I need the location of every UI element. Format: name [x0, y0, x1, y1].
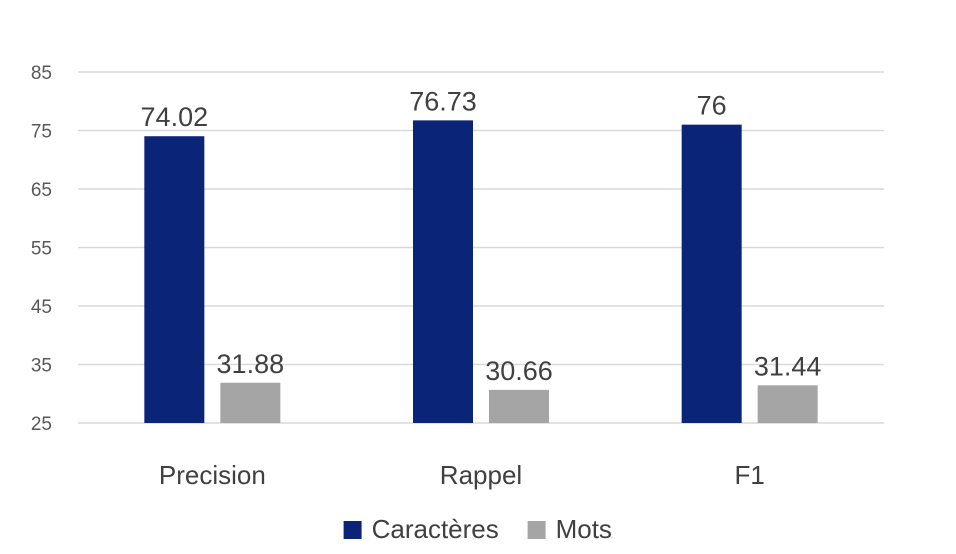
y-tick-label: 65	[31, 180, 52, 201]
bars	[144, 120, 818, 424]
y-tick-label: 85	[31, 63, 52, 84]
legend: Caractères Mots	[343, 514, 612, 544]
data-label: 76.73	[409, 86, 477, 116]
bar-mots-rappel	[489, 389, 549, 423]
x-category-label: F1	[734, 460, 764, 490]
bar-caract-res-rappel	[413, 120, 473, 423]
y-tick-label: 25	[31, 414, 52, 435]
y-tick-label: 35	[31, 356, 52, 377]
x-category-label: Precision	[159, 460, 266, 490]
bar-caract-res-f1	[681, 124, 742, 424]
bar-mots-precision	[220, 382, 281, 423]
data-label: 74.02	[141, 102, 209, 132]
data-label: 31.88	[217, 349, 285, 379]
data-label: 76	[697, 91, 727, 121]
bar-caract-res-precision	[144, 136, 205, 423]
data-labels: 74.02 31.88 76.73 30.66 76 31.44	[141, 86, 822, 386]
bar-mots-f1	[757, 385, 818, 423]
legend-label: Caractères	[372, 514, 499, 544]
legend-swatch	[527, 521, 546, 539]
data-label: 30.66	[485, 356, 553, 386]
x-category-label: Rappel	[440, 460, 522, 490]
data-label: 31.44	[754, 351, 822, 381]
y-tick-label: 55	[31, 239, 52, 260]
legend-label: Mots	[556, 514, 612, 544]
gridlines	[78, 71, 884, 424]
legend-swatch	[343, 521, 362, 539]
x-axis-categories: Precision Rappel F1	[159, 460, 765, 490]
y-tick-label: 45	[31, 297, 52, 318]
y-tick-label: 75	[31, 122, 52, 143]
y-axis-ticks: 25 35 45 55 65 75 85	[31, 63, 52, 435]
